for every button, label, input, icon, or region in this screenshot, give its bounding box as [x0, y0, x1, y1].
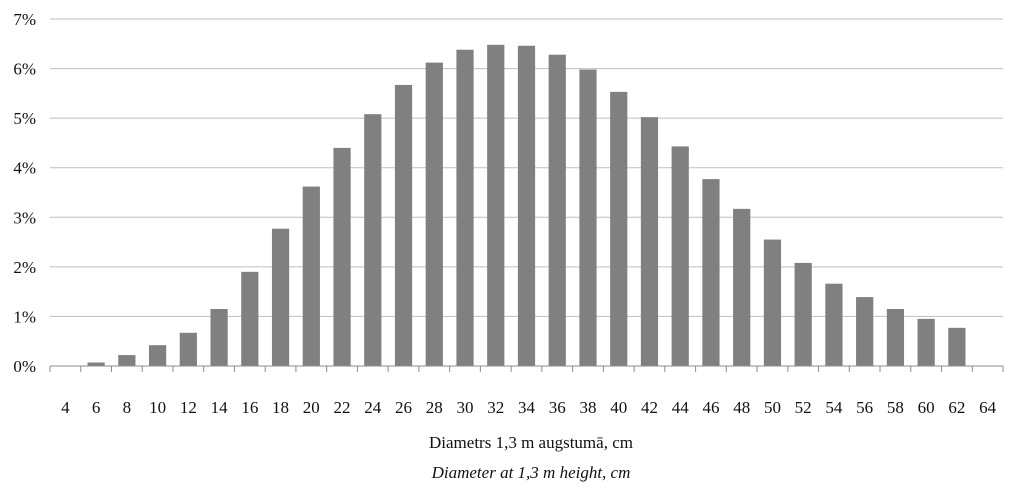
y-axis-tick-labels: 0% 1% 2% 3% 4% 5% 6% 7% — [13, 10, 36, 376]
bar — [763, 239, 782, 366]
x-tick-label: 40 — [610, 398, 627, 417]
x-tick-label: 4 — [61, 398, 70, 417]
bar — [856, 297, 874, 366]
x-tick-label: 28 — [426, 398, 443, 417]
bar — [271, 228, 290, 366]
x-tick-label: 30 — [457, 398, 474, 417]
bar — [364, 114, 382, 367]
x-tick-label: 10 — [149, 398, 166, 417]
x-tick-label: 48 — [733, 398, 750, 417]
x-axis-tick-labels: 4 6 8 10 12 14 16 18 20 22 24 26 28 30 32 34 36 38 40 42 44 4… — [61, 398, 997, 417]
bar — [548, 54, 566, 366]
x-tick-label: 42 — [641, 398, 658, 417]
x-tick-label: 36 — [549, 398, 566, 417]
bar — [640, 117, 659, 367]
x-tick-label: 16 — [241, 398, 258, 417]
x-tick-label: 26 — [395, 398, 412, 417]
x-tick-label: 6 — [92, 398, 101, 417]
bars — [87, 44, 966, 367]
bar — [118, 355, 136, 366]
bar — [394, 84, 413, 367]
bar — [948, 327, 966, 366]
bar — [917, 318, 935, 366]
x-tick-label: 8 — [123, 398, 132, 417]
x-tick-label: 22 — [334, 398, 351, 417]
x-tick-label: 34 — [518, 398, 536, 417]
bar — [886, 308, 905, 366]
y-tick-label: 4% — [13, 159, 36, 178]
bar — [733, 208, 751, 366]
y-tick-label: 0% — [13, 357, 36, 376]
x-tick-label: 50 — [764, 398, 781, 417]
bar — [333, 147, 351, 366]
y-tick-label: 1% — [13, 307, 36, 326]
x-tick-label: 46 — [702, 398, 719, 417]
x-tick-label: 32 — [487, 398, 504, 417]
bar — [487, 44, 505, 366]
x-tick-label: 52 — [795, 398, 812, 417]
bar — [87, 362, 105, 366]
y-tick-label: 6% — [13, 60, 36, 79]
bar — [517, 45, 536, 367]
bar — [179, 332, 197, 366]
x-axis — [49, 365, 1004, 372]
bar — [210, 308, 228, 366]
bar — [671, 146, 689, 366]
bar — [610, 91, 628, 367]
x-axis-title-english: Diameter at 1,3 m height, cm — [431, 463, 631, 482]
y-tick-label: 5% — [13, 109, 36, 128]
bar — [148, 345, 167, 366]
bar — [579, 69, 597, 366]
x-tick-label: 20 — [303, 398, 320, 417]
y-tick-label: 3% — [13, 208, 36, 227]
x-tick-label: 58 — [887, 398, 904, 417]
x-tick-label: 64 — [979, 398, 997, 417]
bar — [241, 271, 259, 366]
y-tick-label: 2% — [13, 258, 36, 277]
x-axis-title: Diametrs 1,3 m augstumā, cm — [429, 433, 633, 452]
x-tick-label: 62 — [948, 398, 965, 417]
x-tick-label: 14 — [211, 398, 229, 417]
x-tick-label: 44 — [672, 398, 690, 417]
x-tick-label: 38 — [579, 398, 596, 417]
bar — [302, 186, 320, 366]
bar — [456, 49, 474, 366]
bar — [425, 62, 443, 367]
bar — [794, 262, 812, 366]
x-tick-label: 12 — [180, 398, 197, 417]
bar — [825, 283, 843, 366]
x-tick-label: 54 — [825, 398, 843, 417]
x-tick-label: 18 — [272, 398, 289, 417]
x-tick-label: 24 — [364, 398, 382, 417]
x-tick-label: 60 — [918, 398, 935, 417]
x-tick-label: 56 — [856, 398, 873, 417]
y-tick-label: 7% — [13, 10, 36, 29]
bar — [702, 179, 720, 366]
